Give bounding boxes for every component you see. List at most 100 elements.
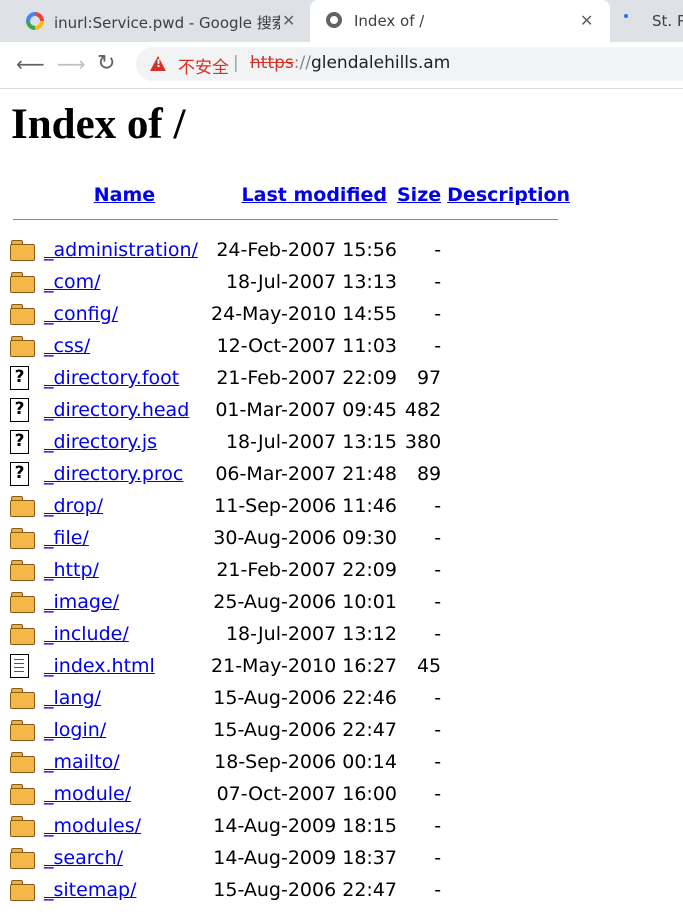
entry-link[interactable]: _image/ — [44, 591, 120, 613]
entry-link[interactable]: _directory.foot — [44, 367, 180, 389]
entry-link[interactable]: _directory.head — [44, 399, 190, 421]
name-cell: _file/ — [44, 522, 205, 554]
icon-cell — [10, 746, 44, 778]
size-cell: - — [434, 847, 442, 869]
last-modified-cell: 15-Aug-2006 22:47 — [213, 879, 397, 901]
folder-icon — [10, 336, 35, 357]
description-cell — [441, 682, 570, 714]
entry-link[interactable]: _config/ — [44, 303, 119, 325]
entry-link[interactable]: _lang/ — [44, 687, 101, 709]
icon-cell — [10, 298, 44, 330]
entry-link[interactable]: _mailto/ — [44, 751, 120, 773]
table-row: _http/21-Feb-2007 22:09 - — [10, 554, 570, 586]
entry-link[interactable]: _index.html — [44, 655, 155, 677]
sort-by-size-link[interactable]: Size — [397, 184, 442, 206]
size-cell: - — [434, 623, 442, 645]
entry-link[interactable]: _sitemap/ — [44, 879, 137, 901]
tab-index-of[interactable]: Index of / ✕ — [310, 0, 610, 42]
close-icon[interactable]: ✕ — [282, 11, 296, 30]
folder-icon — [10, 496, 35, 517]
forward-arrow-icon[interactable]: ⟶ — [57, 52, 86, 76]
icon-cell — [10, 682, 44, 714]
icon-cell — [10, 266, 44, 298]
icon-cell: ? — [10, 394, 44, 426]
tab-title: inurl:Service.pwd - Google 搜索 — [54, 14, 280, 32]
back-arrow-icon[interactable]: ⟵ — [16, 52, 45, 76]
folder-icon — [10, 528, 35, 549]
sort-by-last-modified-link[interactable]: Last modified — [241, 184, 387, 206]
name-cell: _http/ — [44, 554, 205, 586]
sort-by-name-link[interactable]: Name — [93, 184, 156, 206]
table-row: _image/25-Aug-2006 10:01 - — [10, 586, 570, 618]
url-host: glendalehills.am — [310, 53, 451, 73]
header-divider — [13, 218, 558, 220]
last-modified-cell: 15-Aug-2006 22:46 — [213, 687, 397, 709]
last-modified-cell: 24-Feb-2007 15:56 — [216, 239, 397, 261]
description-cell — [441, 298, 570, 330]
browser-toolbar: ⟵ ⟶ ↻ ! 不安全 | https://glendalehills.am — [0, 42, 683, 89]
entry-link[interactable]: _file/ — [44, 527, 89, 549]
table-row: _config/24-May-2010 14:55 - — [10, 298, 570, 330]
table-row: _file/30-Aug-2006 09:30 - — [10, 522, 570, 554]
unknown-file-icon: ? — [10, 430, 30, 454]
entry-link[interactable]: _directory.js — [44, 431, 158, 453]
folder-icon — [10, 784, 35, 805]
size-cell: 89 — [416, 463, 442, 485]
entry-link[interactable]: _include/ — [44, 623, 129, 645]
entry-link[interactable]: _module/ — [44, 783, 132, 805]
icon-cell — [10, 874, 44, 906]
description-cell — [441, 522, 570, 554]
last-modified-cell: 12-Oct-2007 11:03 — [216, 335, 397, 357]
table-row: ? _directory.js 18-Jul-2007 13:15 380 — [10, 426, 570, 458]
close-icon[interactable]: ✕ — [580, 11, 594, 30]
google-icon — [26, 12, 44, 30]
description-cell — [441, 650, 570, 682]
entry-link[interactable]: _css/ — [44, 335, 91, 357]
entry-link[interactable]: _administration/ — [44, 239, 198, 261]
last-modified-cell: 18-Jul-2007 13:13 — [225, 271, 397, 293]
warning-icon[interactable] — [150, 56, 166, 71]
description-cell — [441, 586, 570, 618]
entry-link[interactable]: _http/ — [44, 559, 99, 581]
last-modified-cell: 21-May-2010 16:27 — [211, 655, 397, 677]
icon-cell — [10, 618, 44, 650]
folder-icon — [10, 592, 35, 613]
address-bar[interactable]: ! 不安全 | https://glendalehills.am — [136, 47, 683, 81]
description-cell — [441, 362, 570, 394]
size-cell: - — [434, 591, 442, 613]
last-modified-cell: 18-Jul-2007 13:12 — [225, 623, 397, 645]
icon-cell: ? — [10, 426, 44, 458]
description-cell — [441, 874, 570, 906]
name-cell: _login/ — [44, 714, 205, 746]
entry-link[interactable]: _com/ — [44, 271, 101, 293]
last-modified-cell: 07-Oct-2007 16:00 — [216, 783, 397, 805]
name-cell: _search/ — [44, 842, 205, 874]
folder-icon — [10, 624, 35, 645]
size-cell: 482 — [404, 399, 442, 421]
last-modified-cell: 14-Aug-2009 18:37 — [213, 847, 397, 869]
entry-link[interactable]: _directory.proc — [44, 463, 184, 485]
entry-link[interactable]: _login/ — [44, 719, 107, 741]
reload-icon[interactable]: ↻ — [97, 51, 116, 76]
folder-icon — [10, 240, 35, 261]
sort-by-description-link[interactable]: Description — [447, 184, 571, 206]
entry-link[interactable]: _drop/ — [44, 495, 104, 517]
entry-link[interactable]: _search/ — [44, 847, 124, 869]
folder-icon — [10, 304, 35, 325]
description-column-header: Description — [441, 180, 570, 218]
url-text[interactable]: https://glendalehills.am — [250, 53, 450, 73]
tab-title: Index of / — [354, 12, 425, 30]
tab-google-search[interactable]: inurl:Service.pwd - Google 搜索 ✕ — [0, 0, 310, 42]
entry-link[interactable]: _modules/ — [44, 815, 142, 837]
description-cell — [441, 458, 570, 490]
table-row: _search/14-Aug-2009 18:37 - — [10, 842, 570, 874]
name-cell: _lang/ — [44, 682, 205, 714]
unknown-file-icon: ? — [10, 366, 30, 390]
description-cell — [441, 618, 570, 650]
description-cell — [441, 842, 570, 874]
name-cell: _config/ — [44, 298, 205, 330]
tab-st-p[interactable]: St. P — [610, 0, 683, 42]
description-cell — [441, 714, 570, 746]
security-label[interactable]: 不安全 — [178, 58, 229, 78]
folder-icon — [10, 688, 35, 709]
